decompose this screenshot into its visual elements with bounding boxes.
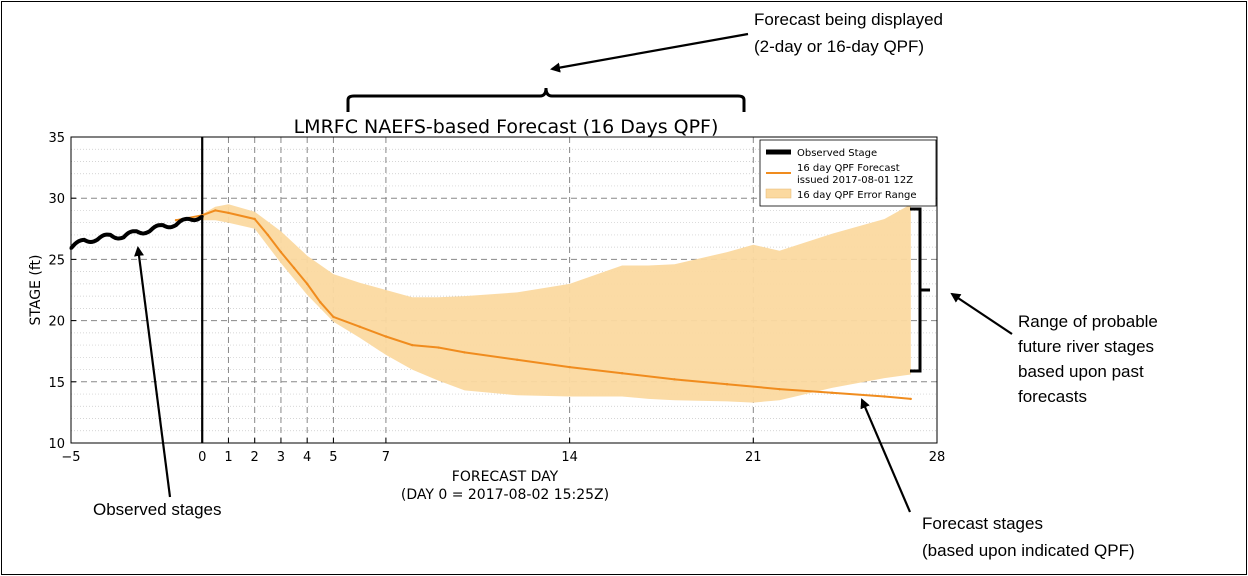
arrow-forecast-stages (860, 398, 912, 513)
y-tick-label: 20 (48, 315, 65, 330)
x-tick-label: 14 (561, 450, 578, 465)
forecast-point (292, 266, 296, 270)
forecast-point (437, 346, 440, 349)
annotation-range-line2: future river stages (1018, 337, 1154, 356)
y-tick-label: 10 (48, 437, 65, 452)
plot-frame (70, 136, 938, 444)
annotation-forecast-stages-line1: Forecast stages (922, 514, 1043, 533)
observed-point (95, 238, 99, 242)
forecast-point (332, 315, 335, 319)
observed-point (135, 229, 139, 233)
forecast-point (463, 351, 466, 354)
annotation-range-line1: Range of probable (1018, 312, 1158, 331)
annotation-observed: Observed stages (93, 500, 222, 519)
forecast-point (909, 397, 912, 401)
legend: Observed Stage 16 day QPF Forecast issue… (759, 139, 937, 207)
observed-point (187, 217, 191, 221)
x-tick-label: 7 (382, 450, 390, 465)
forecast-point (410, 343, 414, 347)
forecast-point (778, 387, 781, 391)
observed-point (108, 233, 112, 237)
observed-point (82, 238, 86, 242)
x-tick-label: 28 (929, 450, 946, 465)
forecast-point (358, 325, 361, 328)
title-brace (346, 87, 746, 112)
forecast-point (515, 358, 519, 361)
forecast-point (174, 219, 178, 222)
forecast-point (214, 209, 217, 212)
forecast-point (830, 391, 834, 395)
forecast-point (883, 395, 886, 398)
forecast-point (305, 282, 309, 286)
y-tick-label: 25 (48, 253, 65, 268)
y-tick-label: 30 (48, 192, 65, 207)
annotation-forecast-stages-line2: (based upon indicated QPF) (922, 541, 1135, 560)
observed-point (148, 229, 152, 233)
forecast-point (568, 365, 571, 369)
legend-forecast-label: 16 day QPF Forecast (797, 163, 900, 174)
forecast-point (725, 383, 729, 386)
arrow-observed (134, 246, 172, 498)
observed-point (121, 235, 125, 239)
annotation-range-line4: forecasts (1018, 387, 1087, 406)
arrow-forecast-displayed (550, 32, 749, 73)
forecast-point (266, 233, 270, 237)
x-axis-label: FORECAST DAY (452, 469, 559, 485)
x-tick-label: 1 (224, 450, 232, 465)
forecast-point (673, 378, 676, 381)
chart-title: LMRFC NAEFS-based Forecast (16 Days QPF) (294, 116, 719, 138)
annotation-range-line3: based upon past (1018, 362, 1144, 381)
forecast-point (384, 335, 388, 338)
y-axis-label: STAGE (ft) (28, 255, 44, 326)
range-bracket (910, 207, 930, 373)
x-axis-sublabel: (DAY 0 = 2017-08-02 15:25Z) (401, 487, 609, 503)
annotation-forecast-displayed-line1: Forecast being displayed (754, 10, 943, 29)
legend-forecast-issued: issued 2017-08-01 12Z (797, 175, 913, 186)
x-tick-label: 21 (745, 450, 762, 465)
x-tick-label: 4 (303, 450, 311, 465)
forecast-point (319, 301, 322, 304)
forecast-point (279, 250, 283, 254)
legend-range-label: 16 day QPF Error Range (797, 190, 917, 201)
error-range-area (202, 204, 911, 403)
x-tick-label: 2 (251, 450, 259, 465)
annotation-forecast-displayed-line2: (2-day or 16-day QPF) (754, 37, 924, 56)
x-tick-label: 0 (198, 450, 206, 465)
legend-observed-label: Observed Stage (797, 148, 877, 159)
observed-point (161, 223, 165, 227)
forecast-point (620, 372, 624, 375)
x-tick-label: −5 (61, 450, 80, 465)
arrow-range (950, 292, 1013, 335)
forecast-point (227, 211, 230, 215)
x-tick-label: 3 (277, 450, 285, 465)
forecast-point (253, 217, 256, 221)
legend-range-swatch (765, 188, 792, 199)
observed-point (200, 215, 204, 219)
y-tick-label: 15 (48, 376, 65, 391)
plot-layer: −5 0 1 2 3 4 5 7 14 21 28 10 15 20 25 30 35 (48, 131, 945, 465)
x-tick-label: 5 (329, 450, 337, 465)
observed-point (174, 223, 178, 227)
y-tick-label: 35 (48, 131, 65, 146)
